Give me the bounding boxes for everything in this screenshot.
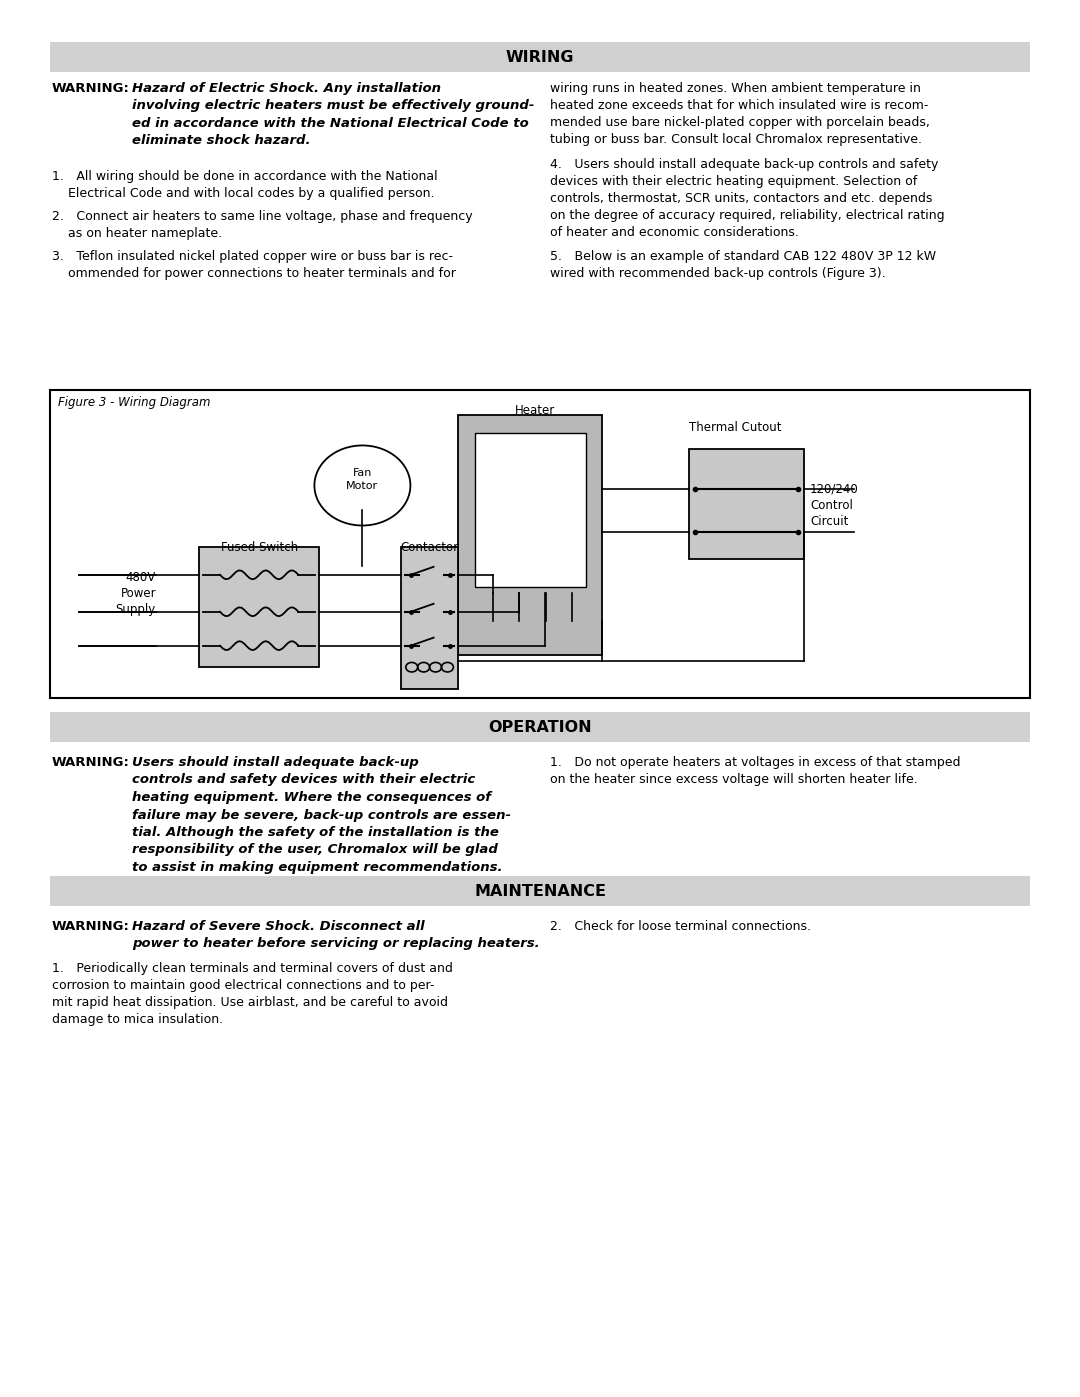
Text: MAINTENANCE: MAINTENANCE — [474, 883, 606, 898]
Bar — [401, 548, 458, 689]
Text: Heater: Heater — [515, 404, 555, 416]
Text: 3. Teflon insulated nickel plated copper wire or buss bar is rec-
    ommended f: 3. Teflon insulated nickel plated copper… — [52, 250, 456, 279]
Text: Users should install adequate back-up
controls and safety devices with their ele: Users should install adequate back-up co… — [132, 756, 511, 875]
Text: Thermal Cutout: Thermal Cutout — [689, 420, 781, 434]
Text: WARNING:: WARNING: — [52, 921, 130, 933]
Text: 120/240
Control
Circuit: 120/240 Control Circuit — [810, 482, 859, 528]
Text: 4. Users should install adequate back-up controls and safety
devices with their : 4. Users should install adequate back-up… — [550, 158, 945, 239]
Bar — [50, 876, 1030, 907]
Text: 1. All wiring should be done in accordance with the National
    Electrical Code: 1. All wiring should be done in accordan… — [52, 170, 437, 200]
Text: Hazard of Severe Shock. Disconnect all
power to heater before servicing or repla: Hazard of Severe Shock. Disconnect all p… — [132, 921, 540, 950]
Text: WARNING:: WARNING: — [52, 756, 130, 768]
Text: 1. Do not operate heaters at voltages in excess of that stamped
on the heater si: 1. Do not operate heaters at voltages in… — [550, 756, 960, 787]
Text: Contactor: Contactor — [401, 541, 459, 555]
Text: WIRING: WIRING — [505, 49, 575, 64]
Bar — [475, 433, 586, 587]
Text: Fan
Motor: Fan Motor — [347, 468, 378, 490]
Text: 5. Below is an example of standard CAB 122 480V 3P 12 kW
wired with recommended : 5. Below is an example of standard CAB 1… — [550, 250, 936, 279]
Text: OPERATION: OPERATION — [488, 719, 592, 735]
Text: 480V
Power
Supply: 480V Power Supply — [116, 571, 156, 616]
Text: 1. Periodically clean terminals and terminal covers of dust and
corrosion to mai: 1. Periodically clean terminals and term… — [52, 963, 453, 1025]
Text: 2. Check for loose terminal connections.: 2. Check for loose terminal connections. — [550, 921, 811, 933]
Bar — [50, 42, 1030, 73]
Bar — [50, 712, 1030, 742]
Bar — [689, 448, 804, 559]
Text: wiring runs in heated zones. When ambient temperature in
heated zone exceeds tha: wiring runs in heated zones. When ambien… — [550, 82, 930, 147]
Text: Figure 3 - Wiring Diagram: Figure 3 - Wiring Diagram — [58, 395, 211, 409]
Text: WARNING:: WARNING: — [52, 82, 130, 95]
Bar — [50, 390, 1030, 698]
Text: Hazard of Electric Shock. Any installation
involving electric heaters must be ef: Hazard of Electric Shock. Any installati… — [132, 82, 535, 148]
Ellipse shape — [314, 446, 410, 525]
Bar — [199, 548, 320, 668]
Bar — [458, 415, 603, 655]
Text: Fused Switch: Fused Switch — [220, 541, 298, 555]
Text: 2. Connect air heaters to same line voltage, phase and frequency
    as on heate: 2. Connect air heaters to same line volt… — [52, 210, 473, 240]
